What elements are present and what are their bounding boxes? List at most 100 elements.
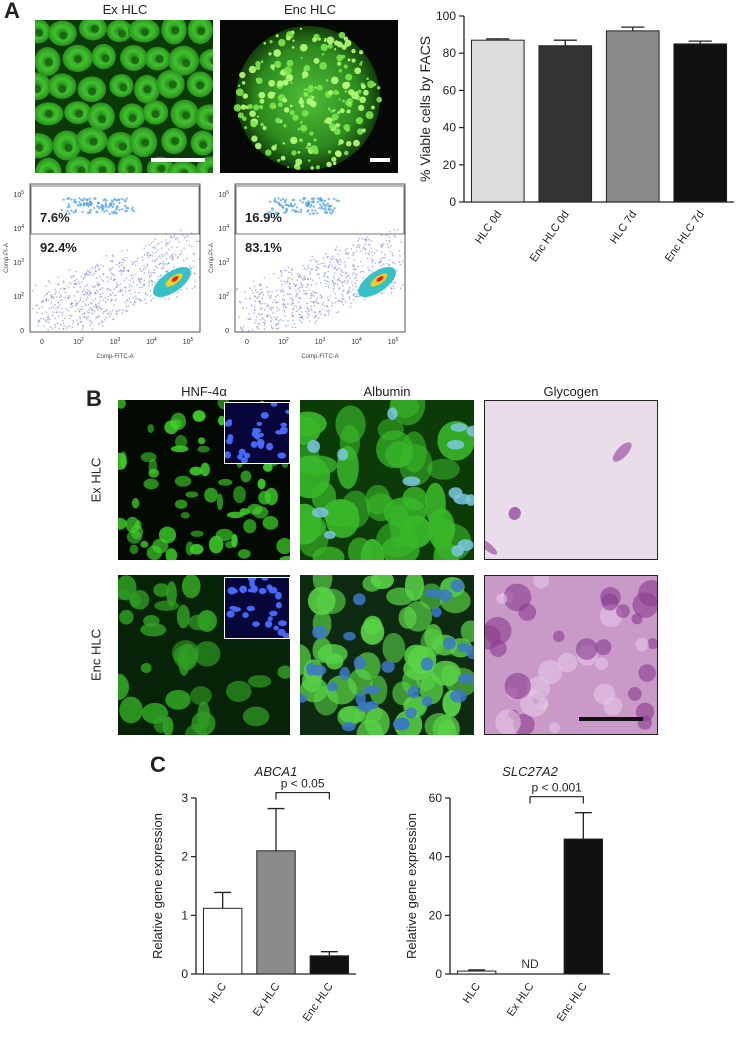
panel-letter-a: A [4, 0, 20, 23]
x-tick-label: Enc HLC [301, 981, 336, 1024]
bar [563, 838, 604, 975]
bar [538, 45, 593, 203]
green-cells-pattern [35, 20, 213, 173]
flow-y-tick: 102 [218, 292, 229, 301]
flow-lower-percent: 92.4% [40, 240, 77, 255]
y-tick-label: 60 [429, 791, 443, 805]
flow-y-tick: 105 [13, 190, 24, 199]
y-tick-label: 40 [429, 850, 443, 864]
x-tick-label: Enc HLC 7d [663, 209, 707, 264]
albumin-ex-hlc-image [300, 400, 474, 560]
flow-upper-percent: 16.9% [245, 210, 282, 225]
flow-y-tick: 0 [225, 328, 229, 335]
flow-y-tick: 0 [20, 328, 24, 335]
flow-x-tick: 102 [278, 337, 289, 346]
chart-title: ABCA1 [254, 764, 298, 779]
y-axis-label: % Viable cells by FACS [417, 36, 433, 182]
column-label-hnf4a: HNF-4α [181, 384, 227, 399]
flow-y-tick: 103 [13, 258, 24, 267]
flow-y-tick: 104 [13, 224, 24, 233]
row-label-enc-hlc: Enc HLC [88, 628, 104, 682]
flow-y-tick: 104 [218, 224, 229, 233]
hnf4a-ex-hlc-image [118, 400, 290, 560]
albumin-enc-hlc-image [300, 575, 474, 735]
bar [456, 970, 497, 975]
bar [202, 907, 243, 975]
flow-upper-percent: 7.6% [40, 210, 70, 225]
x-tick-label: Enc HLC [555, 981, 590, 1024]
x-tick-label: Enc HLC 0d [528, 209, 572, 264]
y-tick-label: 0 [449, 195, 456, 209]
bar [470, 39, 525, 203]
image-label-enc-hlc: Enc HLC [283, 2, 337, 17]
slc27a2-bar-chart: 0 20 40 60 Relative gene expression SLC27A2 HL… [400, 760, 640, 1038]
glycogen-enc-hlc-image [484, 575, 658, 735]
y-tick-label: 3 [181, 791, 188, 805]
y-tick-label: 0 [181, 967, 188, 981]
scale-bar [151, 158, 205, 162]
glycogen-ex-hlc-image [484, 400, 658, 560]
flow-y-tick: 102 [13, 292, 24, 301]
bar [673, 43, 728, 203]
y-tick-label: 40 [443, 121, 457, 135]
flow-x-tick: 103 [315, 337, 326, 346]
image-label-ex-hlc: Ex HLC [102, 2, 148, 17]
significance-bracket [275, 791, 330, 800]
y-tick-label: 60 [443, 83, 457, 97]
flow-x-label: Comp-FITC-A [96, 354, 133, 360]
scale-bar [579, 717, 643, 721]
flow-y-tick: 103 [218, 258, 229, 267]
abca1-bar-chart: 0 1 2 3 Relative gene expression ABCA1 HLC Ex H… [146, 760, 386, 1038]
x-tick-label: HLC [461, 981, 483, 1006]
flow-x-tick: 0 [245, 339, 249, 346]
flow-x-tick: 105 [388, 337, 399, 346]
bar [256, 850, 296, 975]
flow-y-tick: 105 [218, 190, 229, 199]
flow-x-tick: 105 [183, 337, 194, 346]
flow-x-tick: 103 [110, 337, 121, 346]
y-tick-label: 2 [181, 850, 188, 864]
y-axis-label: Relative gene expression [150, 813, 165, 959]
panel-letter-b: B [86, 386, 102, 411]
column-label-albumin: Albumin [363, 384, 411, 399]
flow-x-label: Comp-FITC-A [301, 354, 338, 360]
x-tick-label: HLC 0d [473, 209, 504, 246]
y-tick-label: 80 [443, 46, 457, 60]
y-axis-label: Relative gene expression [404, 813, 419, 959]
enc-hlc-fluorescence-image [220, 20, 398, 173]
column-label-glycogen: Glycogen [543, 384, 599, 399]
row-label-ex-hlc: Ex HLC [88, 457, 104, 503]
hnf4a-enc-hlc-image [118, 575, 290, 735]
dapi-inset [224, 402, 290, 464]
x-tick-label: Ex HLC [505, 981, 537, 1019]
y-tick-label: 100 [436, 9, 456, 23]
significance-label: p < 0.001 [531, 781, 582, 795]
flow-x-tick: 102 [73, 337, 84, 346]
y-tick-label: 0 [435, 967, 442, 981]
flow-x-tick: 104 [146, 337, 157, 346]
bar [309, 955, 350, 975]
significance-bracket [529, 796, 584, 804]
flow-y-label: Comp-PI-A [4, 243, 10, 273]
y-tick-label: 20 [443, 158, 457, 172]
panel-letter-c: C [150, 752, 166, 777]
flow-plot-enc-hlc: 105 104 103 102 0 0 102 103 104 105 Comp-FITC-A Com… [205, 178, 420, 368]
significance-label: p < 0.05 [281, 777, 325, 791]
x-tick-label: HLC 7d [608, 209, 639, 246]
ex-hlc-fluorescence-image [35, 20, 213, 173]
scale-bar [370, 158, 390, 162]
y-tick-label: 1 [181, 908, 188, 922]
chart-title: SLC27A2 [502, 764, 558, 779]
flow-x-tick: 104 [351, 337, 362, 346]
flow-y-label: Comp-PI-A [209, 243, 215, 273]
flow-lower-percent: 83.1% [245, 240, 282, 255]
dapi-inset [224, 577, 290, 639]
flow-plot-ex-hlc: 105 104 103 102 0 0 102 103 104 105 Comp-FITC-A Com… [0, 178, 215, 368]
x-tick-label: HLC [207, 981, 229, 1006]
viability-bar-chart: 0 20 40 60 80 100% Viable cells by FACS HLC 0d… [412, 0, 742, 300]
bar [605, 30, 660, 203]
encapsulated-sphere [233, 26, 383, 171]
flow-x-tick: 0 [40, 339, 44, 346]
y-tick-label: 20 [429, 908, 443, 922]
x-tick-label: Ex HLC [251, 981, 283, 1019]
